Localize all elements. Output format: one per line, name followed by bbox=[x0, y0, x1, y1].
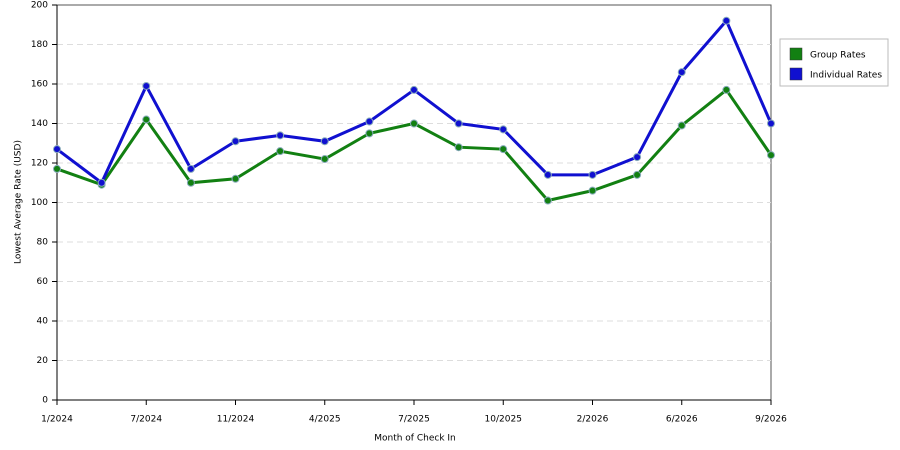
y-tick-label: 200 bbox=[31, 1, 48, 11]
data-point bbox=[499, 145, 508, 154]
data-point bbox=[588, 170, 597, 179]
data-point bbox=[543, 170, 552, 179]
x-tick-label: 7/2025 bbox=[398, 415, 430, 425]
data-point bbox=[231, 137, 240, 146]
data-point bbox=[633, 170, 642, 179]
y-tick-label: 120 bbox=[31, 159, 48, 169]
x-tick-label: 1/2024 bbox=[41, 415, 73, 425]
data-point bbox=[231, 174, 240, 183]
y-tick-label: 180 bbox=[31, 40, 48, 50]
data-point bbox=[142, 81, 151, 90]
x-tick-label: 4/2025 bbox=[309, 415, 341, 425]
data-point bbox=[677, 68, 686, 77]
data-point bbox=[276, 147, 285, 156]
data-point bbox=[53, 164, 61, 173]
x-tick-label: 10/2025 bbox=[485, 415, 522, 425]
series-line bbox=[56, 18, 773, 186]
x-tick-label: 7/2024 bbox=[130, 415, 162, 425]
data-point bbox=[365, 117, 374, 126]
legend-swatch bbox=[789, 47, 803, 61]
data-point bbox=[320, 155, 329, 164]
y-tick-label: 20 bbox=[37, 356, 49, 366]
x-tick-label: 9/2026 bbox=[755, 415, 787, 425]
data-point bbox=[677, 121, 686, 130]
data-point bbox=[722, 85, 731, 94]
data-point bbox=[53, 145, 61, 154]
data-point bbox=[410, 85, 418, 94]
data-point bbox=[186, 164, 195, 173]
data-point bbox=[499, 125, 508, 134]
data-point bbox=[454, 143, 463, 152]
x-tick-label: 2/2026 bbox=[577, 415, 609, 425]
data-point bbox=[454, 119, 463, 128]
x-tick-label: 11/2024 bbox=[217, 415, 255, 425]
plot-frame bbox=[56, 4, 772, 401]
data-point bbox=[276, 131, 285, 140]
data-point bbox=[320, 137, 329, 146]
y-axis-label: Lowest Average Rate (USD) bbox=[14, 140, 24, 264]
legend-label: Individual Rates bbox=[810, 71, 882, 81]
data-point bbox=[97, 178, 106, 187]
data-point bbox=[365, 129, 374, 138]
legend-label: Group Rates bbox=[810, 51, 866, 61]
data-point bbox=[142, 115, 151, 124]
y-tick-label: 0 bbox=[42, 396, 48, 406]
data-point bbox=[722, 16, 731, 25]
data-point bbox=[186, 178, 195, 187]
data-point bbox=[410, 119, 418, 128]
data-point bbox=[767, 151, 775, 160]
y-tick-label: 140 bbox=[31, 119, 48, 129]
y-tick-label: 40 bbox=[37, 317, 49, 327]
y-tick-label: 60 bbox=[37, 277, 49, 287]
x-tick-label: 6/2026 bbox=[666, 415, 698, 425]
data-point bbox=[543, 196, 552, 205]
data-point bbox=[767, 119, 775, 128]
data-point bbox=[588, 186, 597, 195]
y-tick-label: 80 bbox=[37, 238, 49, 248]
x-axis-label: Month of Check In bbox=[374, 434, 456, 444]
y-tick-label: 100 bbox=[31, 198, 48, 208]
legend-swatch bbox=[789, 67, 803, 81]
y-tick-label: 160 bbox=[31, 80, 48, 90]
data-point bbox=[633, 153, 642, 162]
